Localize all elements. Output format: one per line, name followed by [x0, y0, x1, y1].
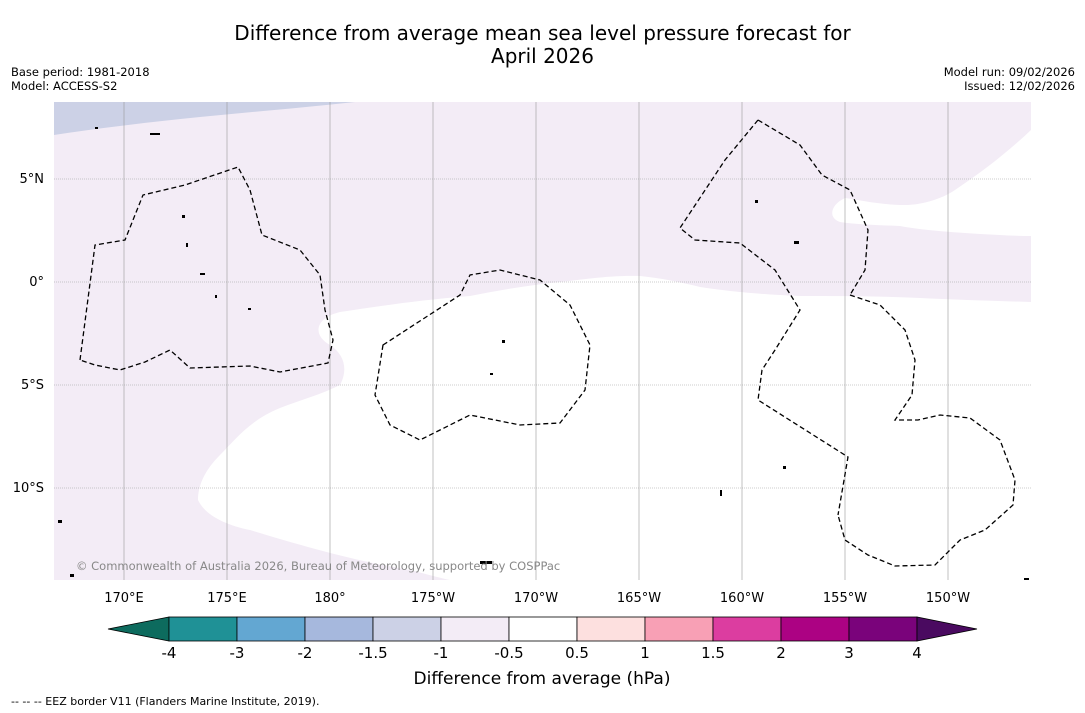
colorbar-swatch — [168, 616, 238, 642]
colorbar-swatch — [440, 616, 510, 642]
colorbar-tick-label: -0.5 — [494, 644, 523, 662]
model-run: Model run: 09/02/2026 — [943, 65, 1075, 79]
colorbar-tick-label: 2 — [776, 644, 786, 662]
colorbar-tick-label: -1.5 — [358, 644, 387, 662]
island — [182, 215, 185, 218]
island — [783, 466, 786, 469]
colorbar-tick-label: 3 — [844, 644, 854, 662]
island — [70, 574, 74, 577]
longitude-labels: 170°E 175°E 180° 175°W 170°W 165°W 160°W 155°W 1… — [104, 591, 970, 606]
island — [502, 340, 505, 343]
colorbar-swatch — [236, 616, 306, 642]
islands — [58, 127, 1029, 580]
colorbar-tick-label: 0.5 — [565, 644, 589, 662]
lat-label: 5°N — [20, 172, 45, 187]
colorbar-swatch — [372, 616, 442, 642]
island — [480, 561, 492, 564]
colorbar-swatch — [304, 616, 374, 642]
colorbar-label: Difference from average (hPa) — [414, 669, 671, 689]
colorbar-swatch — [848, 616, 918, 642]
colorbar-extend-high — [916, 616, 978, 642]
island — [150, 133, 160, 135]
eez-border-line-islands — [757, 119, 869, 296]
lon-label: 165°W — [617, 591, 661, 606]
island — [200, 273, 205, 275]
lon-label: 175°E — [207, 591, 247, 606]
map-panel: © Commonwealth of Australia 2026, Bureau… — [54, 102, 1031, 580]
title-line-1: Difference from average mean sea level p… — [234, 21, 851, 45]
colorbar-tick-label: -3 — [230, 644, 245, 662]
meta-left: Base period: 1981-2018 Model: ACCESS-S2 — [11, 65, 150, 93]
colorbar-swatch — [712, 616, 782, 642]
lat-label: 0° — [29, 275, 44, 290]
island — [95, 127, 98, 129]
island — [755, 200, 758, 203]
colorbar-tick-label: -1 — [434, 644, 449, 662]
colorbar-tick-label: -2 — [298, 644, 313, 662]
shade-region-light-blue-gray — [54, 102, 355, 135]
base-period: Base period: 1981-2018 — [11, 65, 150, 79]
issued-date: Issued: 12/02/2026 — [964, 79, 1075, 93]
lon-label: 170°E — [104, 591, 144, 606]
colorbar-tick-label: 4 — [912, 644, 922, 662]
island — [186, 243, 188, 247]
graticule — [54, 102, 1031, 580]
colorbar-swatch — [576, 616, 646, 642]
lat-label: 5°S — [21, 378, 44, 393]
eez-border-kiribati-gilbert — [79, 166, 334, 373]
copyright-notice: © Commonwealth of Australia 2026, Bureau… — [76, 559, 560, 573]
colorbar-tick-label: 1.5 — [701, 644, 725, 662]
colorbar-tick-label: -4 — [162, 644, 177, 662]
island — [490, 373, 493, 375]
island — [248, 308, 251, 310]
lon-label: 155°W — [823, 591, 867, 606]
island — [720, 490, 722, 496]
lon-label: 160°W — [720, 591, 764, 606]
colorbar-swatch — [780, 616, 850, 642]
colorbar-ticks: -4 -3 -2 -1.5 -1 -0.5 0.5 1 1.5 2 3 4 — [162, 644, 922, 662]
eez-border-phoenix — [374, 269, 591, 441]
lon-label: 170°W — [514, 591, 558, 606]
colorbar — [107, 616, 978, 642]
colorbar-swatch — [508, 616, 578, 642]
chart-title: Difference from average mean sea level p… — [0, 22, 1085, 68]
lon-label: 180° — [314, 591, 345, 606]
title-line-2: April 2026 — [491, 44, 594, 68]
island — [58, 520, 62, 523]
eez-border-cook-north — [837, 294, 1016, 567]
colorbar-swatch — [644, 616, 714, 642]
eez-legend-note: -- -- -- EEZ border V11 (Flanders Marine… — [11, 695, 320, 708]
model-name: Model: ACCESS-S2 — [11, 79, 118, 93]
lat-label: 10°S — [13, 481, 44, 496]
shade-region-pale-lavender — [54, 102, 1031, 580]
island — [215, 295, 217, 298]
island — [1024, 578, 1029, 580]
eez-borders — [79, 119, 1016, 567]
eez-border-line-islands-west — [679, 119, 849, 516]
island — [794, 241, 799, 244]
colorbar-tick-label: 1 — [640, 644, 650, 662]
lon-label: 175°W — [411, 591, 455, 606]
latitude-labels: 5°N 0° 5°S 10°S — [13, 172, 44, 496]
lon-label: 150°W — [926, 591, 970, 606]
colorbar-extend-low — [107, 616, 170, 642]
meta-right: Model run: 09/02/2026 Issued: 12/02/2026 — [944, 65, 1075, 93]
